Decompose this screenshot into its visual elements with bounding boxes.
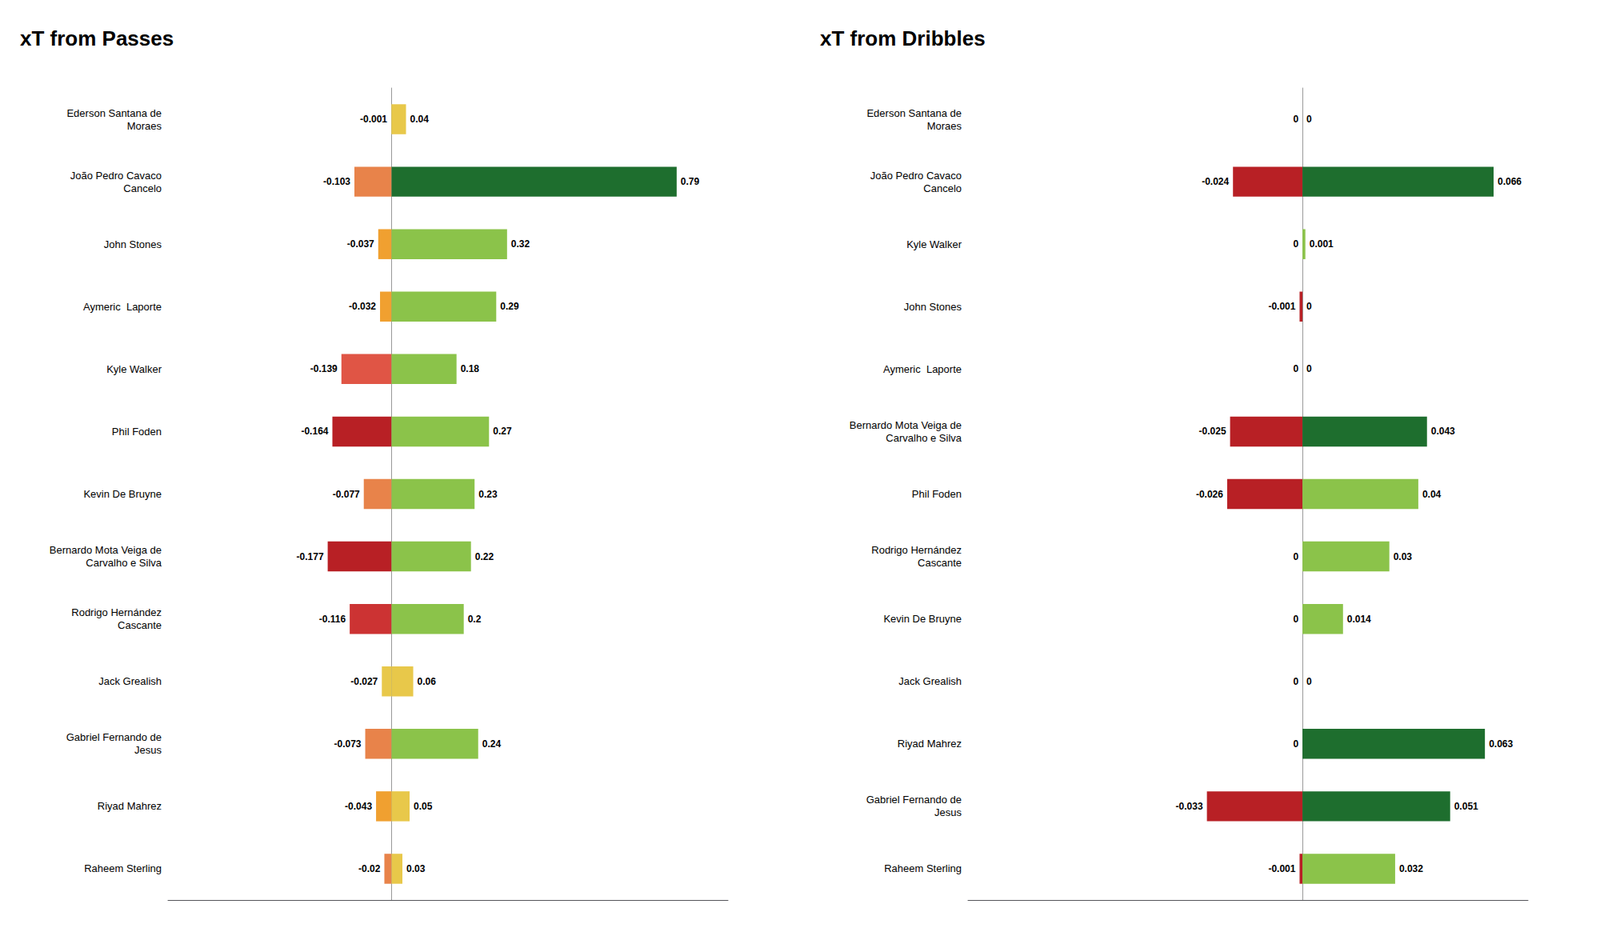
svg-text:0: 0 bbox=[1306, 300, 1312, 312]
svg-text:-0.073: -0.073 bbox=[334, 738, 362, 750]
svg-text:Bernardo Mota Veiga de: Bernardo Mota Veiga de bbox=[849, 419, 962, 432]
svg-text:Aymeric Laporte: Aymeric Laporte bbox=[83, 300, 162, 313]
svg-text:Phil Foden: Phil Foden bbox=[112, 425, 162, 438]
svg-text:0.27: 0.27 bbox=[492, 425, 512, 437]
svg-text:Jesus: Jesus bbox=[934, 806, 962, 819]
svg-text:0: 0 bbox=[1292, 238, 1299, 250]
svg-text:Carvalho e Silva: Carvalho e Silva bbox=[885, 432, 962, 444]
svg-text:0.2: 0.2 bbox=[468, 613, 482, 625]
svg-text:Bernardo Mota Veiga de: Bernardo Mota Veiga de bbox=[49, 544, 162, 556]
svg-text:João Pedro Cavaco: João Pedro Cavaco bbox=[870, 169, 962, 182]
svg-text:-0.001: -0.001 bbox=[1268, 863, 1296, 875]
svg-text:-0.116: -0.116 bbox=[319, 613, 347, 625]
svg-text:0.03: 0.03 bbox=[1393, 551, 1413, 563]
svg-text:Ederson Santana de: Ederson Santana de bbox=[66, 107, 162, 120]
svg-text:0.22: 0.22 bbox=[475, 551, 495, 563]
svg-text:João Pedro Cavaco: João Pedro Cavaco bbox=[70, 169, 162, 182]
svg-text:0.18: 0.18 bbox=[460, 363, 480, 375]
svg-text:0.32: 0.32 bbox=[511, 238, 531, 250]
svg-text:0.051: 0.051 bbox=[1454, 800, 1479, 812]
svg-text:Rodrigo Hernández: Rodrigo Hernández bbox=[71, 606, 162, 619]
svg-text:0: 0 bbox=[1306, 113, 1312, 125]
svg-text:Cascante: Cascante bbox=[917, 556, 962, 569]
svg-text:-0.032: -0.032 bbox=[348, 300, 376, 312]
svg-text:0: 0 bbox=[1306, 363, 1312, 375]
svg-text:0: 0 bbox=[1306, 676, 1312, 688]
svg-text:-0.026: -0.026 bbox=[1196, 488, 1224, 500]
svg-text:-0.02: -0.02 bbox=[358, 863, 381, 875]
svg-text:-0.043: -0.043 bbox=[344, 800, 372, 812]
svg-text:Riyad Mahrez: Riyad Mahrez bbox=[897, 737, 962, 750]
svg-text:Moraes: Moraes bbox=[127, 120, 163, 132]
svg-text:0.79: 0.79 bbox=[680, 176, 700, 188]
svg-text:0.063: 0.063 bbox=[1488, 738, 1513, 750]
svg-text:0: 0 bbox=[1292, 113, 1299, 125]
svg-text:John Stones: John Stones bbox=[104, 238, 163, 251]
svg-text:0: 0 bbox=[1292, 363, 1299, 375]
svg-text:-0.139: -0.139 bbox=[310, 363, 338, 375]
svg-text:Cascante: Cascante bbox=[117, 619, 162, 632]
svg-text:0.066: 0.066 bbox=[1497, 176, 1522, 188]
svg-text:Kyle Walker: Kyle Walker bbox=[106, 363, 163, 376]
svg-text:0: 0 bbox=[1292, 613, 1299, 625]
svg-text:-0.001: -0.001 bbox=[1268, 300, 1296, 312]
svg-text:Jesus: Jesus bbox=[134, 744, 162, 756]
svg-text:0.03: 0.03 bbox=[406, 863, 426, 875]
svg-text:Gabriel Fernando de: Gabriel Fernando de bbox=[866, 793, 962, 806]
svg-text:0.043: 0.043 bbox=[1431, 425, 1456, 437]
svg-text:0: 0 bbox=[1292, 551, 1299, 563]
svg-text:Cancelo: Cancelo bbox=[923, 182, 962, 195]
svg-text:-0.024: -0.024 bbox=[1201, 176, 1229, 188]
svg-text:xT from Dribbles: xT from Dribbles bbox=[820, 26, 986, 51]
svg-text:Cancelo: Cancelo bbox=[123, 182, 162, 195]
svg-text:0.001: 0.001 bbox=[1309, 238, 1334, 250]
svg-text:Kevin De Bruyne: Kevin De Bruyne bbox=[83, 488, 162, 500]
svg-text:Moraes: Moraes bbox=[927, 120, 963, 132]
svg-text:0: 0 bbox=[1292, 738, 1299, 750]
svg-text:0.032: 0.032 bbox=[1399, 863, 1424, 875]
svg-text:xT from Passes: xT from Passes bbox=[20, 26, 174, 51]
svg-text:Aymeric Laporte: Aymeric Laporte bbox=[883, 363, 962, 376]
svg-text:-0.077: -0.077 bbox=[332, 488, 360, 500]
svg-text:Riyad Mahrez: Riyad Mahrez bbox=[97, 800, 162, 812]
svg-text:-0.033: -0.033 bbox=[1176, 800, 1204, 812]
svg-text:0.23: 0.23 bbox=[478, 488, 498, 500]
svg-text:0.24: 0.24 bbox=[482, 738, 502, 750]
svg-text:0.29: 0.29 bbox=[500, 300, 520, 312]
svg-text:Ederson Santana de: Ederson Santana de bbox=[866, 107, 962, 120]
svg-text:Kevin De Bruyne: Kevin De Bruyne bbox=[883, 612, 962, 625]
svg-text:-0.025: -0.025 bbox=[1199, 425, 1227, 437]
svg-text:0.04: 0.04 bbox=[410, 113, 430, 125]
svg-text:-0.001: -0.001 bbox=[360, 113, 388, 125]
svg-text:-0.037: -0.037 bbox=[347, 238, 375, 250]
svg-text:Jack Grealish: Jack Grealish bbox=[98, 675, 162, 688]
svg-text:Carvalho e Silva: Carvalho e Silva bbox=[85, 556, 162, 569]
svg-text:Raheem Sterling: Raheem Sterling bbox=[884, 862, 962, 875]
svg-text:-0.103: -0.103 bbox=[323, 176, 351, 188]
svg-text:Rodrigo Hernández: Rodrigo Hernández bbox=[871, 544, 962, 556]
svg-text:0: 0 bbox=[1292, 676, 1299, 688]
svg-text:Jack Grealish: Jack Grealish bbox=[898, 675, 962, 688]
svg-text:-0.177: -0.177 bbox=[296, 551, 324, 563]
svg-text:-0.027: -0.027 bbox=[350, 676, 378, 688]
svg-text:Phil Foden: Phil Foden bbox=[912, 488, 962, 500]
svg-text:John Stones: John Stones bbox=[904, 300, 963, 313]
svg-text:0.014: 0.014 bbox=[1347, 613, 1372, 625]
svg-text:0.05: 0.05 bbox=[413, 800, 433, 812]
svg-text:Gabriel Fernando de: Gabriel Fernando de bbox=[66, 731, 162, 744]
svg-text:-0.164: -0.164 bbox=[300, 425, 328, 437]
svg-text:0.04: 0.04 bbox=[1422, 488, 1442, 500]
svg-text:Raheem Sterling: Raheem Sterling bbox=[84, 862, 162, 875]
svg-text:0.06: 0.06 bbox=[417, 676, 437, 688]
svg-text:Kyle Walker: Kyle Walker bbox=[906, 238, 963, 251]
